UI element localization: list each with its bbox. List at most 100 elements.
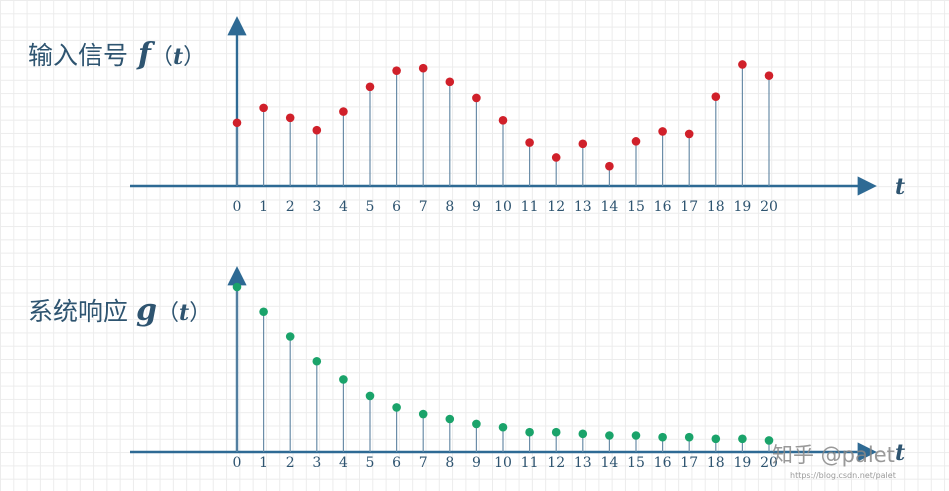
input-tick-label: 1: [259, 199, 268, 215]
input-data-point: [658, 127, 667, 136]
response-tick-label: 0: [233, 455, 242, 471]
response-data-point: [312, 356, 322, 366]
input-tick-labels: 0 1 2 3 4 5 6 7 8 9 10 11 12 13 14 15 16 17 18 19 20: [233, 199, 778, 215]
response-data-point: [498, 422, 508, 432]
watermark-url: https://blog.csdn.net/palet: [790, 471, 896, 480]
response-data-point: [738, 434, 747, 444]
system-response-title-close: ）: [189, 301, 211, 326]
response-tick-label: 20: [760, 455, 778, 471]
input-x-axis-label: t: [895, 174, 905, 200]
response-tick-label: 14: [600, 455, 618, 471]
response-data-point: [631, 431, 641, 440]
input-tick-label: 19: [733, 199, 751, 215]
input-signal-title-text: 输入信号: [28, 41, 128, 70]
input-data-point: [312, 125, 322, 135]
input-tick-label: 16: [654, 199, 672, 215]
response-tick-label: 13: [574, 455, 592, 471]
input-tick-label: 9: [472, 199, 481, 215]
input-tick-label: 3: [312, 199, 321, 215]
input-signal-title-close: ）: [183, 45, 205, 70]
input-data-point: [498, 115, 508, 125]
input-tick-label: 14: [600, 199, 618, 215]
response-tick-label: 6: [392, 455, 401, 471]
response-tick-label: 5: [366, 455, 375, 471]
input-data-point: [738, 60, 747, 69]
input-tick-label: 18: [707, 199, 725, 215]
input-data-point: [472, 93, 481, 103]
input-signal-title-arg: t: [173, 44, 183, 70]
response-stems: [232, 282, 774, 452]
input-data-point: [259, 103, 268, 113]
response-tick-label: 3: [312, 455, 321, 471]
response-data-point: [445, 414, 455, 424]
input-tick-label: 12: [547, 199, 565, 215]
input-tick-label: 4: [339, 199, 348, 215]
response-data-point: [578, 429, 588, 439]
response-tick-label: 19: [733, 455, 751, 471]
input-tick-label: 10: [494, 199, 512, 215]
input-data-point: [631, 137, 641, 146]
input-data-point: [578, 139, 588, 149]
response-tick-label: 15: [627, 455, 645, 471]
response-data-point: [684, 432, 694, 442]
response-tick-label: 12: [547, 455, 565, 471]
input-tick-label: 5: [366, 199, 375, 215]
response-tick-labels: 0 1 2 3 4 5 6 7 8 9 10 11 12 13 14 15 16 17 18 19 20: [233, 455, 778, 471]
response-tick-label: 2: [286, 455, 295, 471]
input-tick-label: 15: [627, 199, 645, 215]
input-data-point: [339, 107, 348, 116]
response-data-point: [339, 375, 348, 384]
response-tick-label: 18: [707, 455, 725, 471]
response-data-point: [259, 307, 268, 317]
response-tick-label: 9: [472, 455, 481, 471]
response-data-point: [232, 282, 242, 292]
input-tick-label: 17: [680, 199, 698, 215]
response-tick-label: 7: [419, 455, 428, 471]
response-data-point: [551, 427, 561, 437]
response-data-point: [658, 432, 667, 442]
response-data-point: [285, 332, 295, 341]
input-data-point: [764, 71, 774, 80]
input-tick-label: 20: [760, 199, 778, 215]
response-data-point: [472, 419, 481, 429]
response-tick-label: 1: [259, 455, 268, 471]
input-data-point: [711, 92, 721, 102]
response-data-point: [418, 409, 428, 419]
response-tick-label: 11: [521, 455, 539, 471]
response-tick-label: 4: [339, 455, 348, 471]
input-signal-title-open: （: [151, 45, 173, 70]
system-response-title: 系统响应 g（t）: [28, 293, 211, 328]
response-data-point: [764, 436, 774, 445]
response-tick-label: 17: [680, 455, 698, 471]
system-response-title-arg: t: [179, 300, 189, 326]
response-data-point: [365, 391, 375, 401]
system-response-title-open: （: [157, 301, 179, 326]
response-x-axis-label: t: [895, 440, 905, 466]
response-data-point: [711, 434, 721, 444]
response-data-point: [605, 431, 614, 440]
input-tick-label: 2: [286, 199, 295, 215]
system-response-chart: 系统响应 g（t） t 0 1 2 3 4 5 6 7 8 9 10 11 12 13 14 15 16 17 18 1…: [28, 266, 905, 471]
input-stems: [232, 60, 774, 186]
response-data-point: [525, 427, 534, 437]
input-data-point: [418, 63, 428, 73]
response-data-point: [392, 403, 401, 412]
input-tick-label: 11: [521, 199, 539, 215]
system-response-title-text: 系统响应: [28, 297, 128, 326]
input-tick-label: 6: [392, 199, 401, 215]
input-tick-label: 7: [419, 199, 428, 215]
input-tick-label: 13: [574, 199, 592, 215]
response-tick-label: 16: [654, 455, 672, 471]
input-data-point: [445, 77, 455, 87]
input-data-point: [232, 118, 242, 128]
input-tick-label: 0: [233, 199, 242, 215]
input-data-point: [365, 82, 375, 92]
input-data-point: [525, 138, 534, 147]
input-data-point: [551, 153, 561, 162]
system-response-title-symbol: g: [136, 293, 157, 328]
input-signal-title: 输入信号 f（t）: [28, 37, 205, 72]
input-data-point: [285, 113, 295, 123]
input-data-point: [605, 161, 614, 171]
response-tick-label: 8: [445, 455, 454, 471]
